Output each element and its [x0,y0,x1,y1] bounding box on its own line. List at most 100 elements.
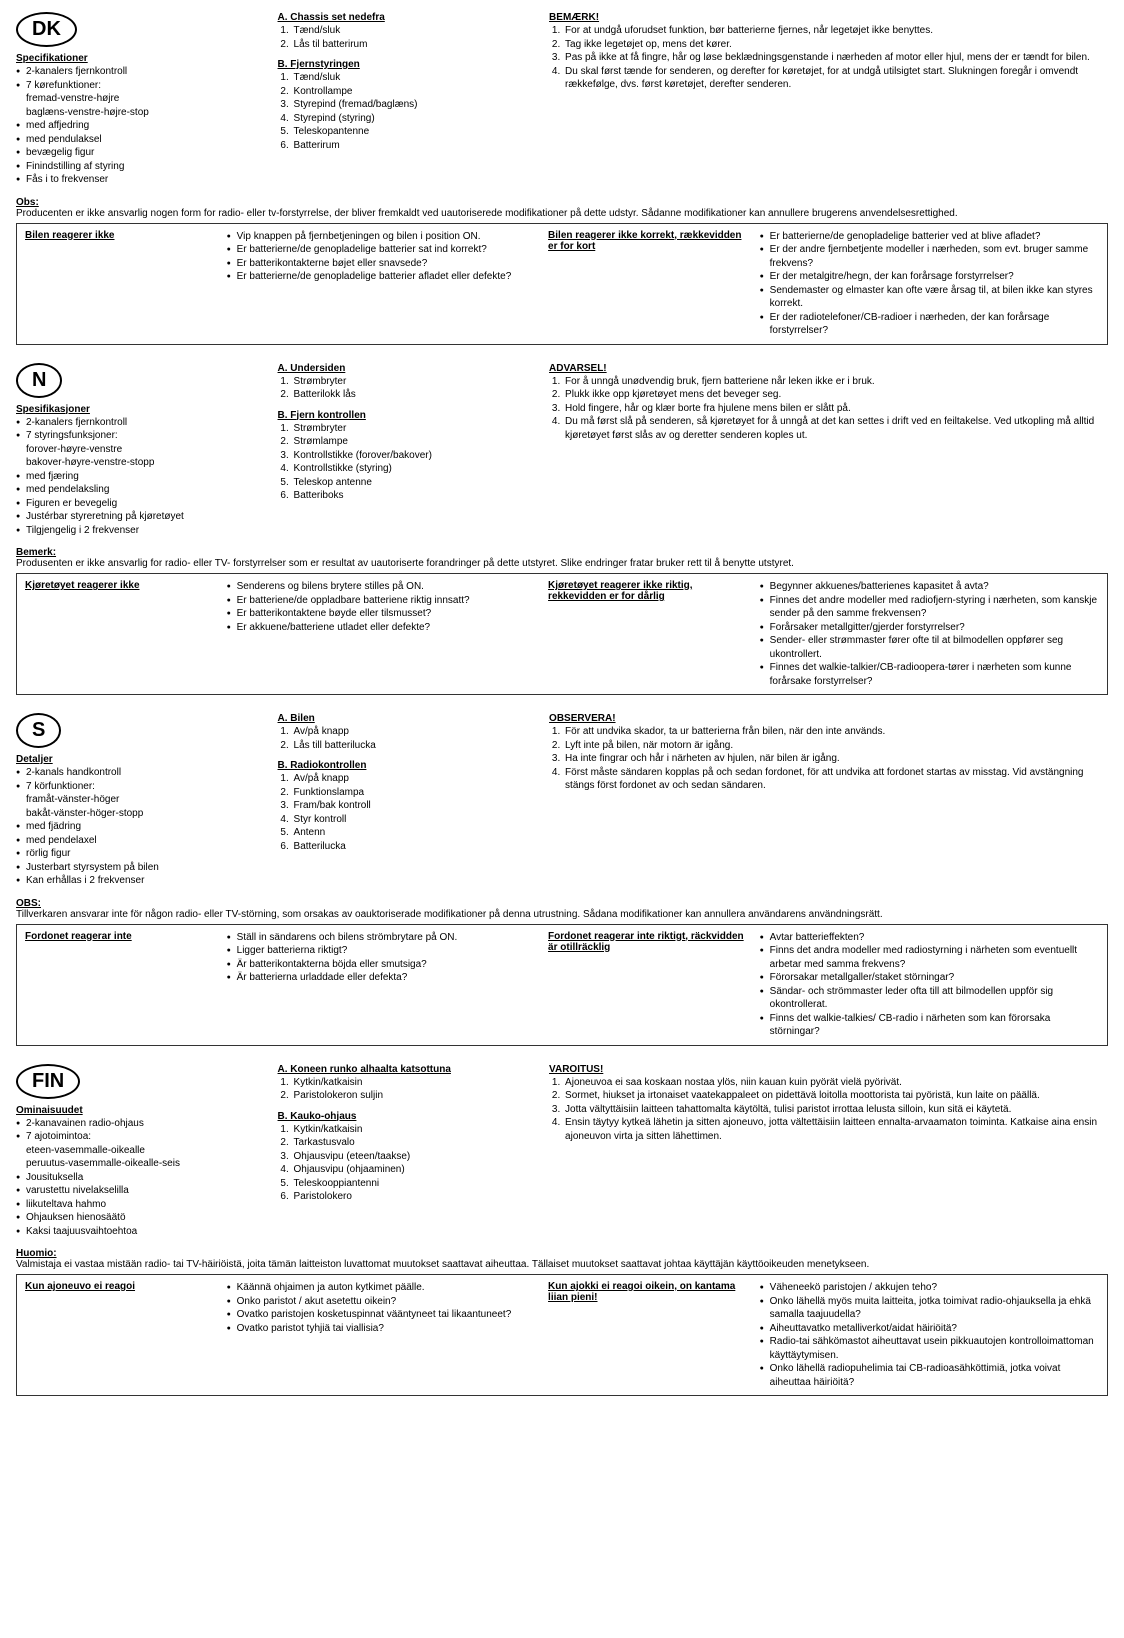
b-item: Styr kontroll [292,813,538,827]
spec-head: Ominaisuudet [16,1105,266,1116]
b-item: Funktionslampa [292,786,538,800]
spec-head: Specifikationer [16,53,266,64]
a-item: Lås till batterilucka [292,739,538,753]
warn-head: ADVARSEL! [549,363,1108,374]
t1-head: Bilen reagerer ikke [25,230,215,241]
obs-head: OBS: [16,898,41,909]
troubleshoot-box: Kun ajoneuvo ei reagoiKäännä ohjaimen ja… [16,1274,1108,1396]
b-item: Strømlampe [292,435,538,449]
t2-item: Sendemaster og elmaster kan ofte være år… [760,284,1099,311]
t1-item: Ovatko paristot tyhjiä tai viallisia? [227,1322,536,1336]
b-item: Batteriboks [292,489,538,503]
warn-item: Ensin täytyy kytkeä lähetin ja sitten aj… [563,1116,1108,1143]
spec-head: Spesifikasjoner [16,404,266,415]
t2-head: Kun ajokki ei reagoi oikein, on kantama … [548,1281,748,1303]
troubleshoot-box: Bilen reagerer ikke Vip knappen på fjernb… [16,223,1108,345]
b-item: Tarkastusvalo [292,1136,538,1150]
t1-item: Er akkuene/batteriene utladet eller defe… [227,621,536,635]
t2-item: Forårsaker metallgitter/gjerder forstyrr… [760,621,1099,635]
b-head: B. Fjern kontrollen [278,410,538,421]
b-item: Paristolokero [292,1190,538,1204]
t1-item: Onko paristot / akut asetettu oikein? [227,1295,536,1309]
t2-item: Er der andre fjernbetjente modeller i næ… [760,243,1099,270]
b-item: Kontrollampe [292,85,538,99]
t1-item: Er batterierne/de genopladelige batterie… [227,243,536,257]
t2-head: Bilen reagerer ikke korrekt, rækkevidden… [548,230,748,252]
spec-item: 7 styringsfunksjoner:forover-høyre-venst… [16,429,266,470]
obs-text: Producenten er ikke ansvarlig nogen form… [16,208,958,219]
b-item: Ohjausvipu (eteen/taakse) [292,1150,538,1164]
t2-item: Begynner akkuenes/batterienes kapasitet … [760,580,1099,594]
warn-head: OBSERVERA! [549,713,1108,724]
t2-item: Finnes det andre modeller med radiofjern… [760,594,1099,621]
b-item: Teleskooppiantenni [292,1177,538,1191]
spec-item: Finindstilling af styring [16,160,266,174]
t1-item: Ställ in sändarens och bilens strömbryta… [227,931,536,945]
t2-item: Finns det walkie-talkies/ CB-radio i när… [760,1012,1099,1039]
warn-item: Hold fingere, hår og klær borte fra hjul… [563,402,1108,416]
warn-item: Ha inte fingrar och hår i närheten av hj… [563,752,1108,766]
b-item: Ohjausvipu (ohjaaminen) [292,1163,538,1177]
obs-head: Bemerk: [16,547,56,558]
a-head: A. Undersiden [278,363,538,374]
b-item: Kontrollstikke (styring) [292,462,538,476]
spec-item: 2-kanals handkontroll [16,766,266,780]
t2-item: Onko lähellä radiopuhelimia tai CB-radio… [760,1362,1099,1389]
t2-head: Fordonet reagerar inte riktigt, räckvidd… [548,931,748,953]
warn-item: Plukk ikke opp kjøretøyet mens det beveg… [563,388,1108,402]
obs-text: Produsenten er ikke ansvarlig for radio-… [16,558,794,569]
b-item: Batterilucka [292,840,538,854]
t1-item: Senderens og bilens brytere stilles på O… [227,580,536,594]
spec-item: Fås i to frekvenser [16,173,266,187]
spec-item: bevægelig figur [16,146,266,160]
a-head: A. Bilen [278,713,538,724]
lang-section-dk: DKSpecifikationer2-kanalers fjernkontrol… [16,12,1108,345]
b-head: B. Radiokontrollen [278,760,538,771]
spec-item: Figuren er bevegelig [16,497,266,511]
warn-item: Du skal først tænde for senderen, og der… [563,65,1108,92]
t2-item: Er batterierne/de genopladelige batterie… [760,230,1099,244]
b-item: Kontrollstikke (forover/bakover) [292,449,538,463]
obs-head: Obs: [16,197,39,208]
t2-item: Finnes det walkie-talkier/CB-radioopera-… [760,661,1099,688]
spec-item: Kan erhållas i 2 frekvenser [16,874,266,888]
b-item: Teleskop antenne [292,476,538,490]
t1-item: Er batterierne/de genopladelige batterie… [227,270,536,284]
warn-item: Du må først slå på senderen, så kjøretøy… [563,415,1108,442]
a-head: A. Koneen runko alhaalta katsottuna [278,1064,538,1075]
warn-head: BEMÆRK! [549,12,1108,23]
t2-item: Radio-tai sähkömastot aiheuttavat usein … [760,1335,1099,1362]
spec-item: med pendulaksel [16,133,266,147]
b-head: B. Kauko-ohjaus [278,1111,538,1122]
b-head: B. Fjernstyringen [278,59,538,70]
b-item: Tænd/sluk [292,71,538,85]
a-item: Tænd/sluk [292,24,538,38]
t1-head: Fordonet reagerar inte [25,931,215,942]
t1-item: Er batterikontakterne bøjet eller snavse… [227,257,536,271]
warn-item: Ajoneuvoa ei saa koskaan nostaa ylös, ni… [563,1076,1108,1090]
spec-item: 2-kanavainen radio-ohjaus [16,1117,266,1131]
spec-item: 7 kørefunktioner:fremad-venstre-højrebag… [16,79,266,120]
a-item: Paristolokeron suljin [292,1089,538,1103]
lang-section-fin: FINOminaisuudet2-kanavainen radio-ohjaus… [16,1064,1108,1397]
lang-section-n: NSpesifikasjoner2-kanalers fjernkontroll… [16,363,1108,696]
warn-item: For at undgå uforudset funktion, bør bat… [563,24,1108,38]
spec-item: Jousituksella [16,1171,266,1185]
a-item: Av/på knapp [292,725,538,739]
t1-item: Är batterikontakterna böjda eller smutsi… [227,958,536,972]
t2-item: Avtar batterieffekten? [760,931,1099,945]
spec-item: med pendelaksling [16,483,266,497]
b-item: Antenn [292,826,538,840]
t1-item: Vip knappen på fjernbetjeningen og bilen… [227,230,536,244]
spec-item: Kaksi taajuusvaihtoehtoa [16,1225,266,1239]
country-badge: DK [16,12,77,47]
a-item: Lås til batterirum [292,38,538,52]
t1-item: Ovatko paristojen kosketuspinnat vääntyn… [227,1308,536,1322]
t2-item: Er der radiotelefoner/CB-radioer i nærhe… [760,311,1099,338]
a-head: A. Chassis set nedefra [278,12,538,23]
spec-head: Detaljer [16,754,266,765]
t1-item: Käännä ohjaimen ja auton kytkimet päälle… [227,1281,536,1295]
spec-item: med pendelaxel [16,834,266,848]
spec-item: rörlig figur [16,847,266,861]
b-item: Strømbryter [292,422,538,436]
